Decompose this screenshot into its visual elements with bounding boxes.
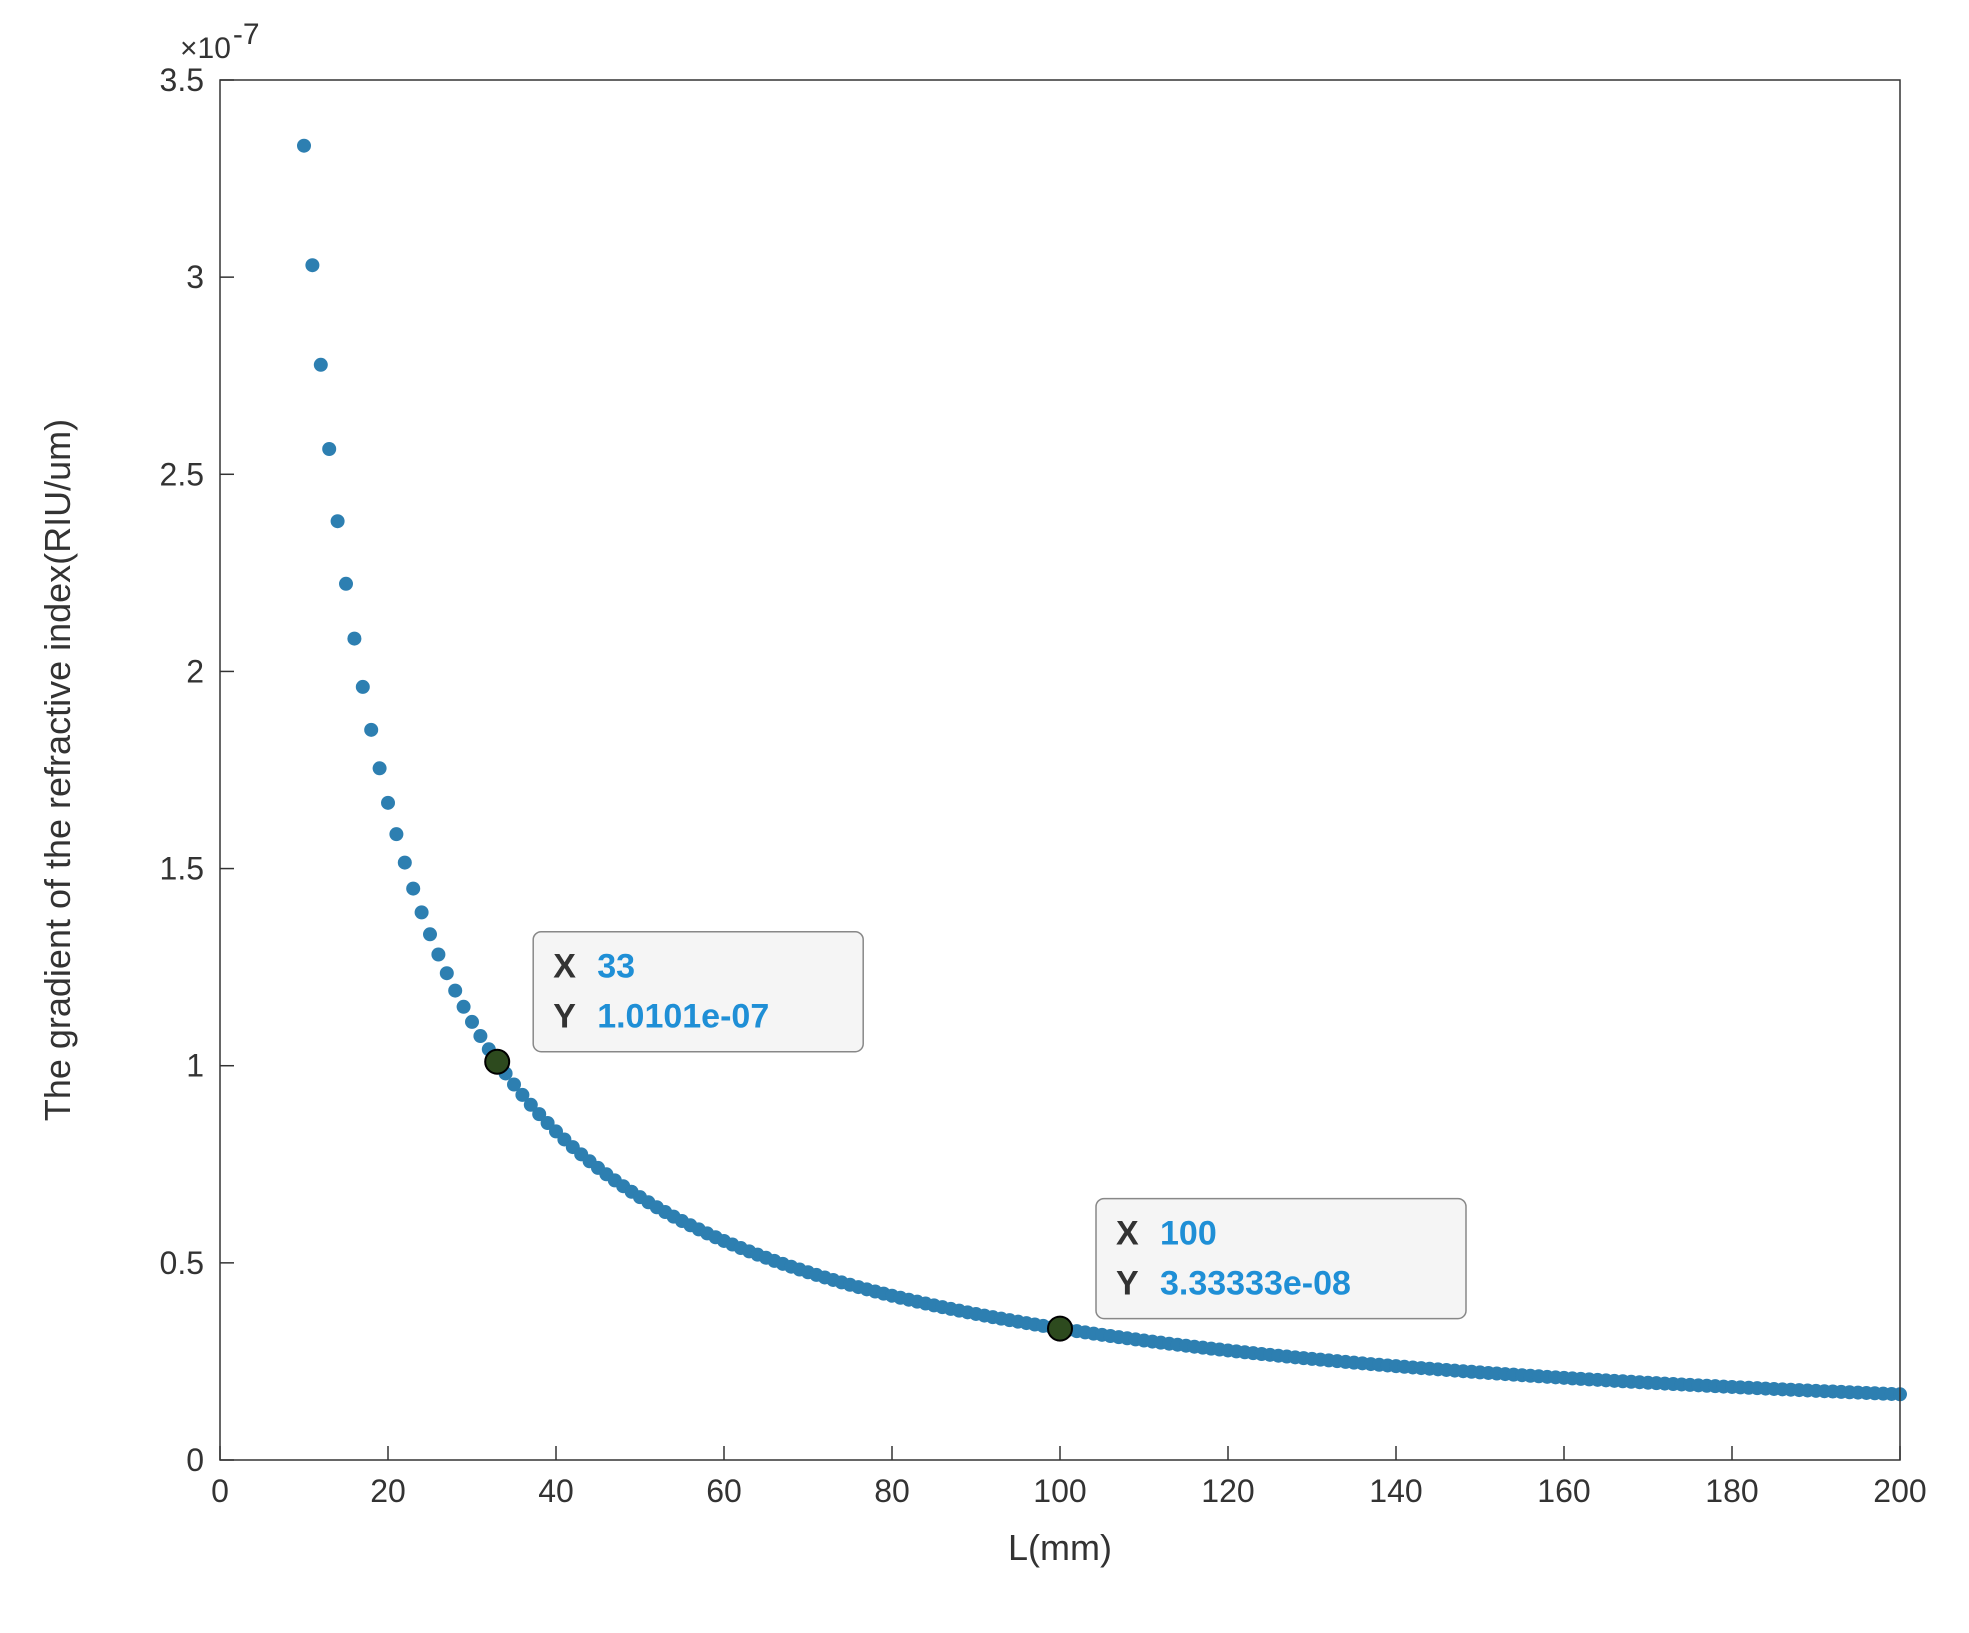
data-point <box>381 796 395 810</box>
data-point <box>373 761 387 775</box>
data-point <box>398 856 412 870</box>
x-axis-label: L(mm) <box>1008 1527 1112 1568</box>
datatip-marker[interactable] <box>1048 1317 1072 1341</box>
y-tick-label: 1 <box>186 1048 204 1084</box>
y-tick-label: 2 <box>186 653 204 689</box>
svg-text:3.33333e-08: 3.33333e-08 <box>1160 1265 1351 1303</box>
x-tick-label: 200 <box>1873 1473 1926 1509</box>
svg-text:X: X <box>553 948 576 986</box>
svg-text:Y: Y <box>1116 1265 1139 1303</box>
data-point <box>415 905 429 919</box>
svg-text:33: 33 <box>597 948 635 986</box>
data-point <box>297 139 311 153</box>
plot-area <box>220 80 1900 1460</box>
data-point <box>406 882 420 896</box>
svg-text:X: X <box>1116 1215 1139 1253</box>
x-tick-label: 180 <box>1705 1473 1758 1509</box>
y-axis-label: The gradient of the refractive index(RIU… <box>37 419 78 1121</box>
x-tick-label: 80 <box>874 1473 910 1509</box>
data-point <box>457 1000 471 1014</box>
x-tick-label: 140 <box>1369 1473 1422 1509</box>
x-tick-label: 40 <box>538 1473 574 1509</box>
datatip[interactable]: X 100 Y 3.33333e-08 <box>1096 1199 1466 1319</box>
data-point <box>322 442 336 456</box>
x-tick-label: 160 <box>1537 1473 1590 1509</box>
y-tick-label: 1.5 <box>160 851 204 887</box>
svg-text:-7: -7 <box>233 18 260 51</box>
datatip[interactable]: X 33 Y 1.0101e-07 <box>533 932 863 1052</box>
data-point <box>347 632 361 646</box>
data-point <box>465 1015 479 1029</box>
data-point <box>423 927 437 941</box>
svg-text:Y: Y <box>553 998 576 1036</box>
y-tick-label: 3.5 <box>160 62 204 98</box>
data-point <box>356 680 370 694</box>
chart-container: 0 20 40 60 80 100 120 140 160 180 200 0 0.5 1 1.5 2 2.5 3… <box>0 0 1969 1633</box>
y-tick-label: 2.5 <box>160 456 204 492</box>
data-point <box>339 577 353 591</box>
x-tick-label: 20 <box>370 1473 406 1509</box>
x-tick-label: 100 <box>1033 1473 1086 1509</box>
data-point <box>331 514 345 528</box>
data-point <box>431 948 445 962</box>
x-tick-label: 0 <box>211 1473 229 1509</box>
data-point <box>389 827 403 841</box>
y-tick-label: 0.5 <box>160 1245 204 1281</box>
svg-text:×10: ×10 <box>180 32 231 65</box>
x-tick-label: 120 <box>1201 1473 1254 1509</box>
y-tick-label: 0 <box>186 1442 204 1478</box>
svg-text:1.0101e-07: 1.0101e-07 <box>597 998 769 1036</box>
scatter-chart: 0 20 40 60 80 100 120 140 160 180 200 0 0.5 1 1.5 2 2.5 3… <box>0 0 1969 1633</box>
y-tick-label: 3 <box>186 259 204 295</box>
data-point <box>364 723 378 737</box>
data-point <box>305 258 319 272</box>
x-tick-label: 60 <box>706 1473 742 1509</box>
data-point <box>440 966 454 980</box>
datatip-marker[interactable] <box>485 1050 509 1074</box>
svg-text:100: 100 <box>1160 1215 1217 1253</box>
data-point <box>473 1029 487 1043</box>
data-point <box>314 358 328 372</box>
data-point <box>448 984 462 998</box>
